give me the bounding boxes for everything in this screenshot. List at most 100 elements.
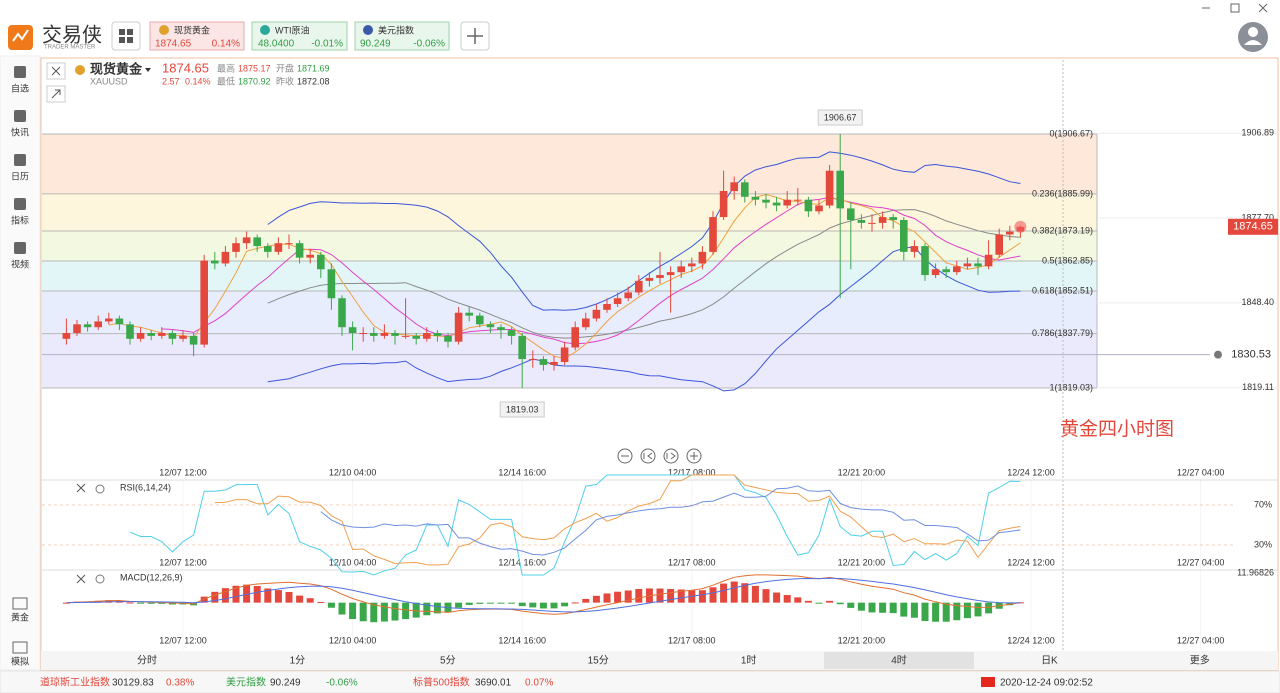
x-tick-label: 12/27 04:00 (1177, 467, 1225, 477)
macd-bar (953, 602, 961, 621)
macd-bar (709, 587, 717, 603)
fib-label: 0.786(1837.79) (1032, 328, 1093, 338)
macd-bar (455, 602, 463, 608)
macd-bar (667, 589, 675, 603)
macd-bar (338, 602, 346, 615)
ticker-bar (0, 670, 1280, 693)
macd-bar (963, 602, 971, 619)
macd-bar (465, 602, 473, 605)
candle-body (889, 217, 897, 220)
candle-body (910, 246, 919, 252)
fib-label: 0.618(1852.51) (1032, 285, 1093, 295)
fib-band (42, 260, 1097, 291)
macd-bar (497, 602, 505, 604)
candle-body (370, 333, 378, 336)
candle-body (253, 237, 261, 247)
tab-name: 美元指数 (378, 24, 414, 35)
quote-high: 1875.17 (238, 63, 271, 73)
y-tick-label: 1906.89 (1241, 128, 1274, 138)
candle-body (592, 309, 601, 319)
ticker-change: 0.38% (166, 678, 194, 689)
timeframe[interactable]: 4时 (891, 655, 907, 667)
macd-dea (66, 577, 1021, 613)
macd-bar (296, 595, 304, 603)
candle-body (115, 318, 124, 325)
macd-bar (614, 591, 622, 603)
tab-change: -0.01% (311, 39, 343, 50)
quote-low: 1870.92 (238, 76, 271, 86)
candle-body (242, 237, 251, 244)
macd-bar (402, 602, 410, 620)
fib-label: 1(1819.03) (1049, 382, 1093, 392)
timeframe[interactable]: 15分 (588, 655, 609, 667)
price-tag (1228, 218, 1278, 235)
rsi-line (214, 474, 1021, 566)
sidebar-icon (12, 641, 28, 654)
macd-bar (62, 602, 70, 604)
macd-bar (582, 598, 590, 603)
sidebar-label: 模拟 (11, 655, 29, 666)
fib-band (42, 231, 1097, 261)
x-tick-label: 12/14 16:00 (498, 467, 546, 477)
macd-bar (486, 602, 494, 604)
x-tick-label: 12/17 08:00 (668, 467, 716, 477)
candle-body (942, 269, 950, 273)
macd-bar (147, 602, 155, 604)
candle-body (719, 191, 728, 218)
timeframe[interactable]: 日K (1041, 656, 1058, 667)
macd-bar (942, 602, 950, 622)
candle-body (794, 199, 802, 201)
candle-body (836, 170, 844, 209)
alert-bell (1214, 350, 1222, 359)
timeframe-bar (41, 651, 1278, 670)
candle-body (73, 324, 81, 334)
grid-button[interactable] (111, 21, 141, 51)
macd-bar (592, 595, 600, 603)
candle-body (338, 298, 346, 328)
timeframe[interactable]: 5分 (440, 655, 456, 667)
candle-body (963, 263, 972, 267)
timeframe[interactable]: 更多 (1190, 654, 1210, 667)
candle-body (772, 202, 781, 206)
sidebar-icon (14, 198, 26, 210)
quote-name: 现货黄金 (90, 61, 143, 76)
macd-bar (677, 589, 685, 603)
macd-bar (285, 591, 293, 603)
timeframe[interactable]: 1分 (290, 655, 306, 667)
macd-bar (804, 600, 812, 603)
macd-bar (380, 602, 388, 622)
macd-bar (306, 598, 314, 603)
candle-body (348, 327, 357, 334)
tab-name: WTI原油 (275, 24, 310, 35)
label: 最高 (217, 62, 235, 73)
candle-body (709, 217, 717, 252)
sidebar-icon (12, 597, 28, 610)
candle-body (221, 251, 230, 264)
price-dot (1014, 220, 1027, 233)
candle-body (847, 208, 855, 220)
candle-body (518, 335, 526, 360)
candle-body (984, 254, 993, 267)
candle-body (688, 263, 696, 267)
label: 最低 (217, 75, 235, 86)
chart-nav[interactable] (617, 448, 702, 464)
quote-prev: 1872.08 (297, 76, 330, 86)
window-controls[interactable] (1202, 3, 1268, 13)
macd-bar (783, 595, 791, 603)
candle-body (613, 298, 622, 305)
sidebar-label: 快讯 (11, 126, 29, 137)
candle-body (645, 277, 654, 281)
candle-body (868, 222, 876, 224)
macd-bar (730, 581, 738, 603)
ticker-price: 90.249 (270, 678, 301, 689)
candle-body (433, 333, 442, 336)
macd-tick-label: 11.96826 (1237, 568, 1274, 578)
timeframe[interactable]: 分时 (137, 655, 157, 667)
candle-body (730, 182, 738, 192)
macd-bar (158, 602, 166, 604)
candle-body (444, 335, 452, 342)
timeframe[interactable]: 1时 (741, 655, 757, 667)
candle-body (476, 315, 484, 325)
candle-body (815, 205, 823, 212)
candle-body (168, 333, 177, 339)
